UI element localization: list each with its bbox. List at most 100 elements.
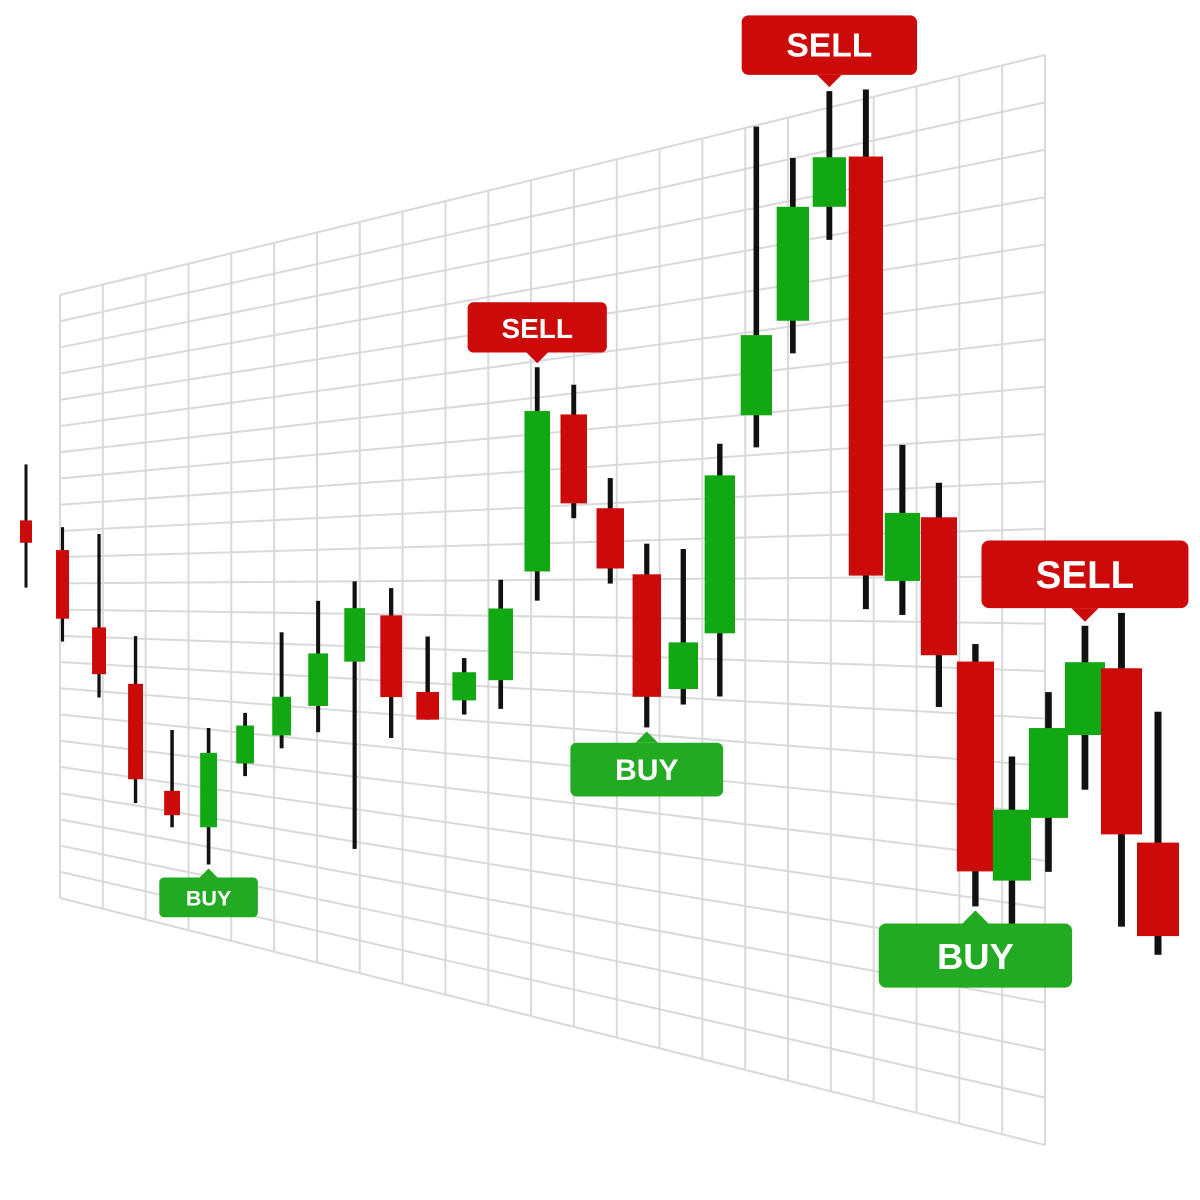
bearish-candle xyxy=(164,730,180,828)
candle-body xyxy=(1100,668,1142,835)
grid-horizontal-line xyxy=(59,687,1046,767)
candle-body xyxy=(56,550,69,619)
buy-signal-tag: BUY xyxy=(878,910,1073,988)
bearish-candle xyxy=(416,636,439,720)
tag-box xyxy=(741,15,918,75)
candle-body xyxy=(956,661,994,872)
bullish-candle xyxy=(812,91,846,240)
signal-tags: BUY SELL BUY SELL BUY SELL xyxy=(159,15,1189,988)
candle-body xyxy=(92,627,106,675)
tag-box xyxy=(878,923,1073,988)
candle-body xyxy=(200,752,217,828)
tag-box xyxy=(981,540,1189,609)
candle-body xyxy=(128,683,143,780)
grid-horizontal-line xyxy=(59,54,1046,296)
candle-wick xyxy=(425,636,430,720)
candle-wick xyxy=(170,730,174,828)
candle-body xyxy=(1064,662,1105,736)
candle-body xyxy=(920,517,957,656)
bullish-candle xyxy=(1064,625,1105,790)
candle-wick xyxy=(1154,711,1162,955)
grid-horizontal-line xyxy=(59,608,1046,625)
bearish-candle xyxy=(20,464,32,588)
sell-signal-tag: SELL xyxy=(741,15,918,88)
tag-box xyxy=(570,742,724,797)
grid-horizontal-line xyxy=(59,661,1046,720)
grid-horizontal-line xyxy=(59,385,1046,480)
bearish-candle xyxy=(56,527,69,642)
bullish-candle xyxy=(668,549,698,705)
candle-body xyxy=(740,335,772,416)
bullish-candle xyxy=(740,126,772,448)
bullish-candle xyxy=(272,632,291,749)
tag-label: SELL xyxy=(1036,554,1135,597)
tag-pointer xyxy=(962,910,989,924)
bullish-candle xyxy=(452,658,476,715)
candle-body xyxy=(488,608,513,681)
buy-signal-tag: BUY xyxy=(159,868,258,918)
candle-wick xyxy=(97,533,101,698)
bullish-candle xyxy=(992,756,1031,970)
candle-wick xyxy=(753,126,760,448)
bearish-candle xyxy=(560,384,587,519)
grid-horizontal-line xyxy=(59,338,1046,454)
grid-horizontal-line xyxy=(59,433,1046,506)
tag-label: SELL xyxy=(786,28,872,65)
tag-label: BUY xyxy=(937,936,1014,977)
bullish-candle xyxy=(308,600,328,733)
grid-horizontal-line xyxy=(59,101,1046,323)
candle-body xyxy=(344,608,365,662)
bullish-candle xyxy=(776,157,809,354)
candle-body xyxy=(236,725,254,764)
candle-body xyxy=(704,475,735,634)
sell-signal-tag: SELL xyxy=(981,540,1189,622)
tag-box xyxy=(467,302,607,353)
bullish-candle xyxy=(884,444,920,615)
tag-pointer xyxy=(635,731,659,743)
grid-horizontal-line xyxy=(59,634,1046,673)
bullish-candle xyxy=(488,579,513,709)
candle-wick xyxy=(680,549,686,705)
tag-pointer xyxy=(526,352,548,364)
bearish-candle xyxy=(1137,711,1179,955)
candle-body xyxy=(632,574,661,697)
tag-box xyxy=(159,877,258,918)
candle-body xyxy=(776,206,809,321)
grid-horizontal-line xyxy=(59,897,1046,1146)
bullish-candle xyxy=(236,712,254,777)
tag-pointer xyxy=(199,868,218,878)
candle-body xyxy=(524,411,550,572)
bullish-candle xyxy=(200,728,217,865)
candle-wick xyxy=(352,581,357,849)
buy-signal-tag: BUY xyxy=(570,731,724,797)
grid-horizontal-line xyxy=(59,713,1046,815)
bearish-candle xyxy=(956,644,994,907)
candle-body xyxy=(452,672,476,701)
candle-wick xyxy=(279,632,284,749)
tag-pointer xyxy=(1071,608,1099,622)
bearish-candle xyxy=(848,89,883,610)
candle-body xyxy=(1028,728,1068,818)
candle-body xyxy=(560,414,587,504)
bearish-candle xyxy=(1100,612,1142,927)
candle-body xyxy=(1137,842,1179,937)
candle-body xyxy=(272,696,291,736)
tag-pointer xyxy=(817,74,842,88)
candle-body xyxy=(848,156,883,576)
bearish-candle xyxy=(632,543,661,728)
bullish-candle xyxy=(344,581,365,849)
candle-body xyxy=(596,508,624,569)
candle-body xyxy=(380,615,402,698)
tag-label: SELL xyxy=(502,313,573,344)
candle-body xyxy=(812,157,846,207)
candles xyxy=(20,89,1179,970)
candle-body xyxy=(416,691,439,720)
bearish-candle xyxy=(596,478,624,584)
candle-body xyxy=(668,642,698,689)
bullish-candle xyxy=(524,367,550,601)
grid-horizontal-line xyxy=(59,739,1046,862)
bullish-candle xyxy=(704,443,735,697)
bearish-candle xyxy=(92,533,106,698)
bearish-candle xyxy=(380,588,402,738)
